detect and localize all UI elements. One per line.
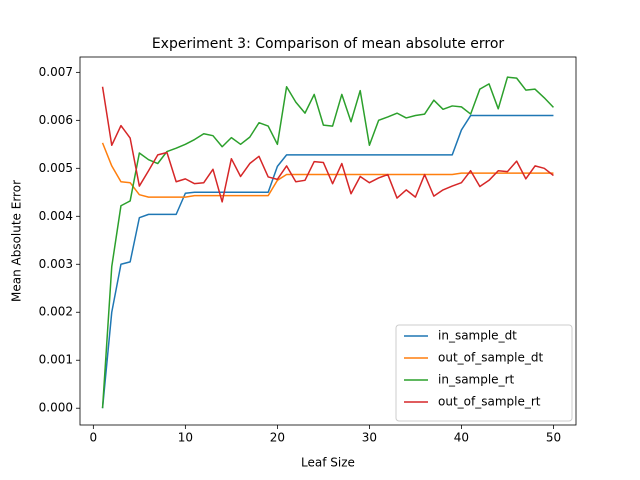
- y-tick-label: 0.007: [39, 65, 73, 79]
- series-line: [101, 114, 554, 409]
- y-tick-label: 0.004: [39, 209, 73, 223]
- x-tick-label: 0: [90, 431, 98, 445]
- y-axis-label: Mean Absolute Error: [10, 180, 24, 302]
- legend-box: [395, 324, 573, 422]
- legend-label: in_sample_rt: [438, 373, 515, 387]
- series-line: [101, 86, 554, 203]
- x-tick-label: 50: [546, 431, 561, 445]
- y-tick-label: 0.002: [39, 305, 73, 319]
- x-tick-label: 40: [454, 431, 469, 445]
- y-tick-label: 0.001: [39, 353, 73, 367]
- legend-label: in_sample_dt: [438, 329, 517, 343]
- y-tick-label: 0.003: [39, 257, 73, 271]
- series-line: [101, 76, 554, 409]
- y-tick-label: 0.005: [39, 161, 73, 175]
- x-tick-label: 10: [178, 431, 193, 445]
- x-tick-label: 20: [270, 431, 285, 445]
- chart-title: Experiment 3: Comparison of mean absolut…: [152, 36, 505, 52]
- legend-label: out_of_sample_rt: [438, 395, 541, 409]
- y-tick-label: 0.006: [39, 113, 73, 127]
- y-tick-label: 0.000: [39, 401, 73, 415]
- legend-label: out_of_sample_dt: [438, 351, 543, 365]
- x-axis-label: Leaf Size: [301, 456, 355, 470]
- x-tick-label: 30: [362, 431, 377, 445]
- plot-frame: [79, 56, 577, 426]
